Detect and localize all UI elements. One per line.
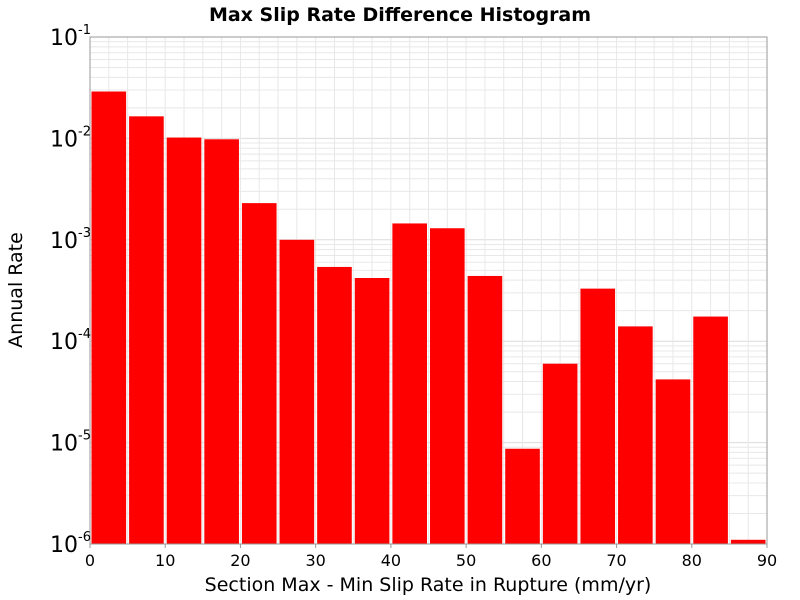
y-tick-label: 10-3 (50, 226, 91, 254)
y-tick-label: 10-1 (50, 23, 91, 51)
x-tick-label: 0 (85, 551, 95, 570)
bar-0 (91, 91, 127, 544)
bar-3 (204, 139, 239, 544)
y-axis-label: Annual Rate (5, 232, 27, 348)
bar-17 (730, 539, 766, 544)
x-tick-label: 70 (606, 551, 626, 570)
x-tick-label: 10 (155, 551, 175, 570)
x-tick-label: 90 (757, 551, 777, 570)
grid-lines (89, 37, 768, 545)
bar-2 (166, 137, 202, 544)
bar-4 (241, 203, 277, 545)
bar-15 (655, 379, 691, 544)
bar-7 (354, 278, 390, 544)
bar-5 (279, 239, 315, 545)
x-tick-label: 40 (381, 551, 401, 570)
x-tick-label: 50 (456, 551, 476, 570)
x-tick-label: 60 (531, 551, 551, 570)
bar-8 (392, 223, 427, 544)
x-tick-label: 30 (305, 551, 325, 570)
chart-title: Max Slip Rate Difference Histogram (209, 4, 591, 26)
bar-6 (317, 266, 352, 544)
bar-10 (467, 275, 503, 544)
plot-area-border (89, 36, 768, 545)
bar-9 (430, 228, 465, 544)
bar-12 (542, 363, 578, 544)
bar-1 (129, 116, 164, 544)
x-tick-label: 20 (230, 551, 250, 570)
x-axis-ticks: 0 10 20 30 40 50 60 70 80 90 (85, 544, 777, 570)
y-axis-ticks: 10-6 10-5 10-4 10-3 10-2 10-1 (50, 23, 91, 558)
bar-11 (505, 448, 540, 544)
x-tick-label: 80 (682, 551, 702, 570)
x-axis-label: Section Max - Min Slip Rate in Rupture (… (205, 574, 652, 596)
bar-13 (580, 288, 616, 544)
bar-16 (693, 316, 728, 544)
y-tick-label: 10-4 (50, 327, 91, 355)
y-tick-label: 10-5 (50, 429, 91, 457)
bar-14 (618, 326, 653, 544)
y-tick-label: 10-6 (50, 530, 91, 558)
y-tick-label: 10-2 (50, 124, 91, 152)
bars (91, 91, 766, 545)
